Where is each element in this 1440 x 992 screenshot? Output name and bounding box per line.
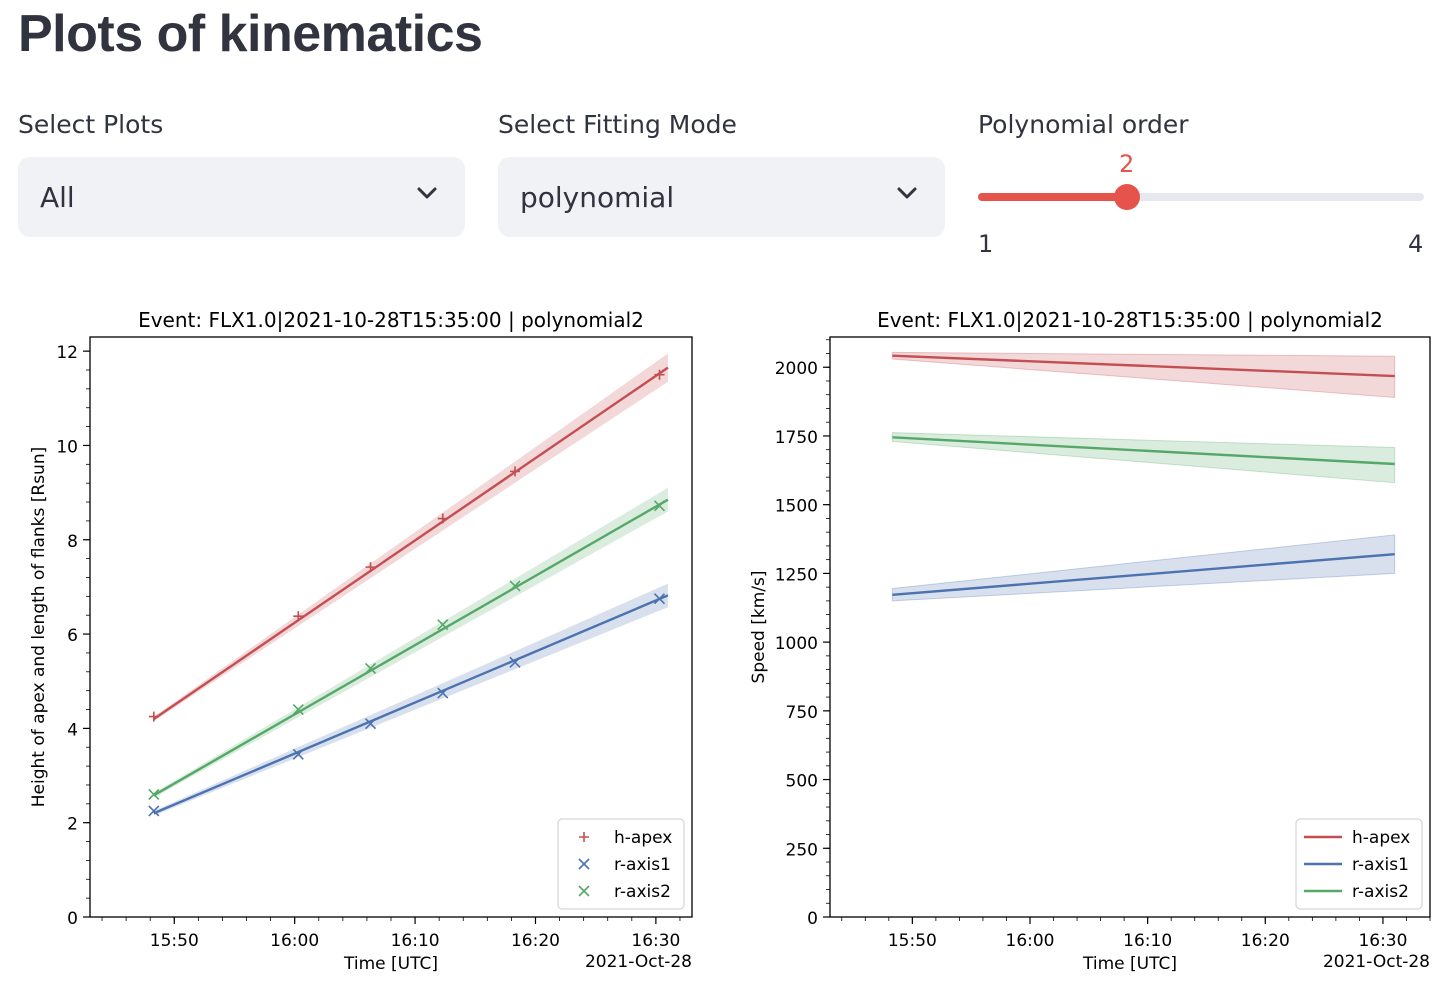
x-tick-label: 16:30: [1358, 931, 1407, 951]
legend-label-r-axis2: r-axis2: [614, 882, 671, 902]
fit-line-r-axis2: [153, 498, 669, 797]
slider-value: 2: [1119, 150, 1135, 178]
legend-label-h-apex: h-apex: [614, 828, 672, 848]
data-point-r-axis1: [364, 718, 377, 730]
data-point-r-axis2: [364, 662, 377, 675]
data-point-h-apex: [148, 711, 159, 722]
y-tick-label: 8: [67, 532, 78, 552]
data-point-h-apex: [510, 466, 521, 477]
data-point-r-axis2: [148, 788, 160, 800]
select-plots-label: Select Plots: [18, 110, 164, 139]
data-point-h-apex: [365, 562, 376, 573]
data-point-h-apex: [437, 513, 448, 524]
y-tick-label: 12: [56, 343, 78, 363]
height-chart: Event: FLX1.0|2021-10-28T15:35:00 | poly…: [0, 300, 720, 984]
page-title: Plots of kinematics: [18, 5, 483, 63]
poly-order-label: Polynomial order: [978, 110, 1189, 139]
x-axis-date-label: 2021-Oct-28: [1323, 952, 1430, 972]
data-point-r-axis1: [437, 687, 449, 699]
x-tick-label: 16:30: [631, 931, 680, 951]
legend-label-r-axis1: r-axis1: [1352, 855, 1409, 875]
y-tick-label: 1500: [775, 497, 818, 517]
plot-frame: [89, 336, 693, 918]
data-point-h-apex: [654, 369, 665, 380]
speed-chart-svg: Event: FLX1.0|2021-10-28T15:35:00 | poly…: [749, 308, 1431, 974]
y-axis-label: Height of apex and length of flanks [Rsu…: [29, 447, 49, 807]
speed-chart: Event: FLX1.0|2021-10-28T15:35:00 | poly…: [720, 300, 1440, 984]
x-tick-label: 16:10: [1123, 931, 1172, 951]
data-point-r-axis2: [509, 580, 521, 592]
x-tick-label: 16:10: [391, 931, 440, 951]
legend-marker-r-axis1: [578, 858, 590, 870]
x-axis-label: Time [UTC]: [343, 954, 438, 974]
y-tick-label: 10: [56, 437, 78, 457]
x-axis-date-label: 2021-Oct-28: [585, 952, 692, 972]
x-tick-label: 16:20: [511, 931, 560, 951]
slider-min-label: 1: [978, 230, 994, 258]
legend-label-r-axis1: r-axis1: [614, 855, 671, 875]
data-point-r-axis1: [653, 593, 666, 605]
data-point-r-axis2: [437, 619, 449, 631]
legend-marker-h-apex: [579, 832, 589, 842]
y-axis-label: Speed [km/s]: [749, 571, 769, 684]
fitting-mode-value: polynomial: [520, 180, 675, 214]
plot-frame: [829, 336, 1431, 918]
chevron-down-icon: [417, 187, 437, 199]
y-tick-label: 500: [786, 772, 818, 792]
y-tick-label: 2000: [775, 359, 818, 379]
fit-line-h-apex: [153, 366, 669, 720]
y-tick-label: 0: [67, 909, 78, 929]
slider-fill: [978, 193, 1127, 201]
y-tick-label: 1000: [775, 634, 818, 654]
legend-label-r-axis2: r-axis2: [1352, 882, 1409, 902]
select-plots-dropdown[interactable]: All: [18, 157, 465, 237]
data-point-h-apex: [293, 611, 304, 622]
chart-title: Event: FLX1.0|2021-10-28T15:35:00 | poly…: [138, 308, 644, 332]
data-point-r-axis2: [653, 500, 666, 512]
fitting-mode-label: Select Fitting Mode: [498, 110, 737, 139]
x-axis-label: Time [UTC]: [1082, 954, 1177, 974]
speed-line-r-axis2: [892, 436, 1395, 466]
height-chart-svg: Event: FLX1.0|2021-10-28T15:35:00 | poly…: [29, 308, 693, 974]
x-tick-label: 16:00: [270, 931, 319, 951]
x-tick-label: 16:00: [1006, 931, 1055, 951]
speed-line-r-axis1: [892, 552, 1395, 597]
data-point-r-axis1: [292, 748, 304, 760]
confidence-band-r-axis1: [891, 534, 1396, 602]
y-tick-label: 1250: [775, 565, 818, 585]
legend-label-h-apex: h-apex: [1352, 828, 1410, 848]
poly-order-slider[interactable]: [978, 184, 1424, 210]
speed-line-h-apex: [892, 354, 1395, 378]
y-tick-label: 1750: [775, 428, 818, 448]
select-plots-value: All: [40, 180, 75, 214]
y-tick-label: 0: [807, 909, 818, 929]
y-tick-label: 2: [67, 815, 78, 835]
x-tick-label: 16:20: [1241, 931, 1290, 951]
legend-marker-r-axis2: [578, 885, 590, 897]
y-tick-label: 4: [67, 720, 78, 740]
y-tick-label: 6: [67, 626, 78, 646]
chart-title: Event: FLX1.0|2021-10-28T15:35:00 | poly…: [877, 308, 1383, 332]
slider-max-label: 4: [1408, 230, 1424, 258]
slider-thumb[interactable]: [1113, 184, 1140, 210]
fit-line-r-axis1: [153, 594, 669, 815]
y-tick-label: 250: [786, 840, 818, 860]
fitting-mode-dropdown[interactable]: polynomial: [498, 157, 945, 237]
confidence-band-h-apex: [153, 353, 668, 722]
x-tick-label: 15:50: [150, 931, 199, 951]
chevron-down-icon: [897, 187, 917, 199]
legend-box: [1295, 818, 1423, 910]
data-point-r-axis1: [148, 805, 160, 817]
y-tick-label: 750: [786, 703, 818, 723]
data-point-r-axis2: [292, 703, 304, 716]
data-point-r-axis1: [509, 656, 521, 668]
x-tick-label: 15:50: [888, 931, 937, 951]
